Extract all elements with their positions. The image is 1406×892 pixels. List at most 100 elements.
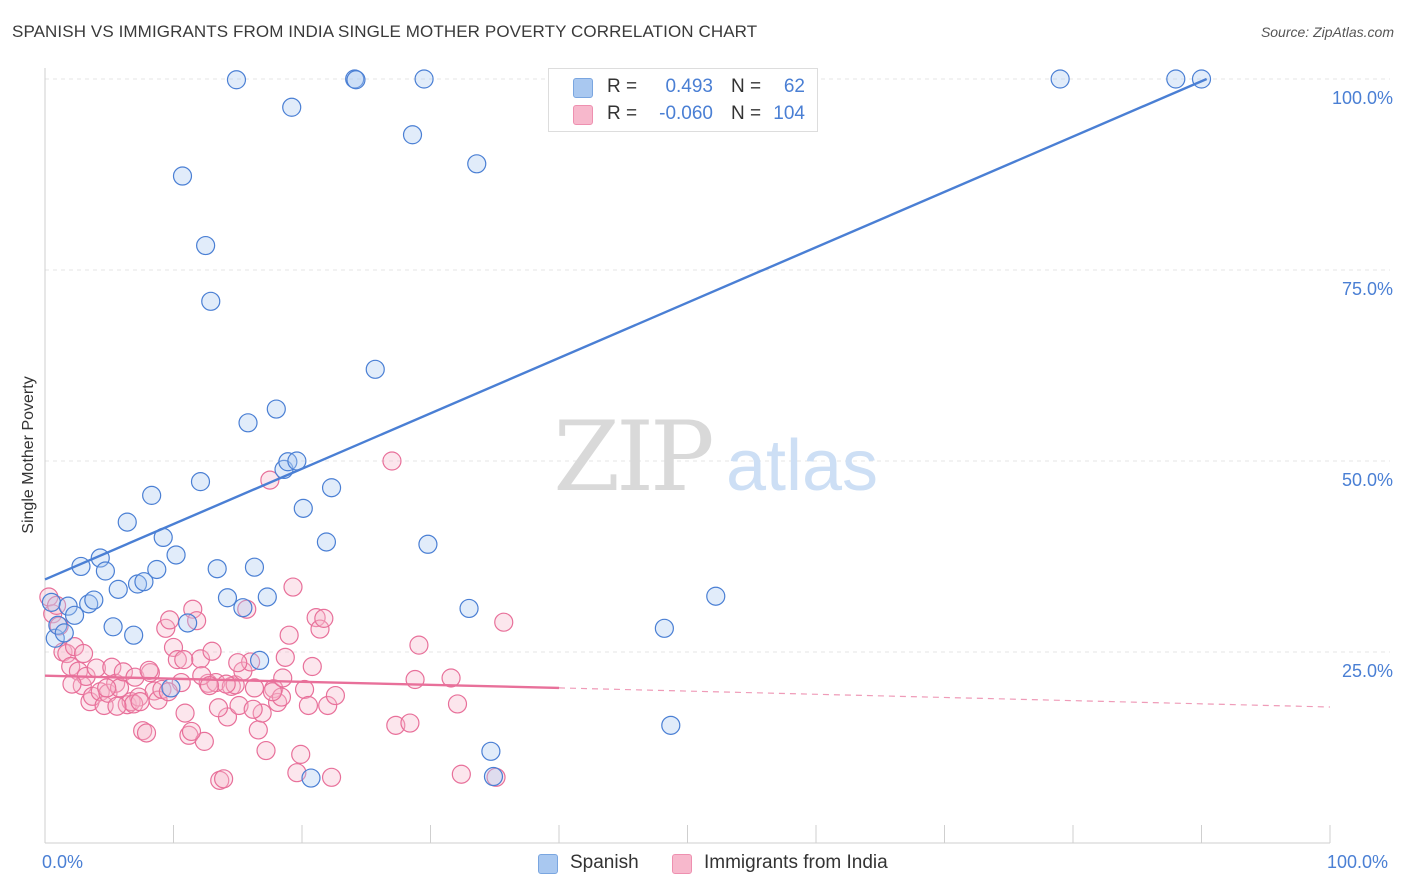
legend-r-label: R = — [607, 76, 638, 97]
y-axis-label: Single Mother Poverty — [20, 376, 37, 534]
india-point — [318, 695, 338, 716]
india-point — [256, 740, 276, 761]
india-point — [302, 656, 322, 677]
spanish-point — [95, 561, 115, 581]
source-label: Source: ZipAtlas.com — [1260, 24, 1394, 40]
grid-lines — [45, 78, 1390, 653]
spanish-point — [1050, 69, 1070, 89]
correlation-legend: R = 0.493 N = 62 R = -0.060 N = 104 — [548, 68, 818, 132]
spanish-point — [483, 766, 504, 787]
x-tick-min: 0.0% — [42, 852, 84, 872]
spanish-point — [654, 618, 674, 638]
india-point — [107, 696, 127, 716]
india-point — [62, 674, 82, 694]
india-points — [39, 451, 514, 790]
spanish-point — [414, 69, 434, 89]
india-point — [139, 660, 159, 680]
legend-n-label: N = — [731, 76, 762, 97]
india-point — [409, 635, 429, 655]
spanish-point — [41, 592, 62, 612]
chart-title: SPANISH VS IMMIGRANTS FROM INDIA SINGLE … — [12, 22, 758, 41]
india-point — [229, 695, 249, 716]
spanish-point — [257, 587, 277, 607]
india-point — [382, 451, 402, 471]
india-point — [400, 713, 420, 733]
spanish-point — [266, 399, 286, 419]
legend-r-value: -0.060 — [659, 103, 713, 124]
india-point — [194, 731, 214, 751]
spanish-point — [190, 472, 211, 492]
india-point — [73, 643, 94, 664]
india-trend-line — [44, 674, 560, 690]
india-point — [228, 653, 248, 673]
india-point — [174, 650, 194, 670]
spanish-point — [166, 545, 186, 565]
spanish-point — [233, 598, 253, 618]
spanish-point — [418, 534, 438, 554]
india-point — [208, 698, 229, 718]
spanish-point — [706, 586, 726, 606]
spanish-point — [207, 559, 227, 579]
india-point — [298, 695, 319, 716]
india-point — [167, 650, 187, 670]
spanish-point — [142, 485, 162, 505]
spanish-point — [661, 715, 681, 735]
spanish-point — [481, 741, 501, 761]
spanish-point — [1191, 69, 1212, 89]
india-point — [294, 679, 315, 700]
legend-r-label: R = — [607, 103, 638, 124]
india-point — [262, 682, 283, 702]
spanish-point — [249, 650, 270, 671]
spanish-point — [1166, 69, 1186, 89]
series-swatch-spanish — [538, 854, 558, 874]
india-point — [97, 678, 117, 698]
india-point — [273, 668, 293, 688]
india-point — [248, 720, 268, 740]
legend-n-value: 62 — [783, 76, 805, 97]
spanish-point — [108, 579, 128, 599]
legend-swatch-spanish — [573, 78, 593, 98]
india-point — [275, 647, 295, 667]
india-point — [310, 619, 330, 639]
spanish-point — [134, 572, 154, 592]
y-tick-label: 50.0% — [1342, 470, 1393, 490]
spanish-point — [196, 235, 216, 256]
legend-swatch-india — [573, 105, 593, 125]
india-point — [283, 577, 303, 597]
spanish-point — [345, 69, 365, 89]
series-swatch-india — [672, 854, 692, 874]
spanish-point — [117, 512, 137, 532]
watermark-zip: ZIP — [553, 401, 712, 513]
legend-n-label: N = — [731, 103, 762, 124]
india-point — [287, 763, 307, 783]
india-point — [447, 694, 468, 714]
spanish-point — [161, 678, 181, 698]
watermark-atlas: atlas — [726, 426, 878, 506]
spanish-point — [226, 70, 247, 90]
y-tick-label: 75.0% — [1342, 279, 1393, 299]
india-point — [306, 608, 326, 628]
watermark: ZIP atlas — [553, 401, 878, 513]
spanish-point — [282, 97, 302, 117]
spanish-point — [48, 615, 68, 635]
india-point — [279, 625, 299, 645]
legend-row-spanish: R = 0.493 N = 62 — [549, 74, 817, 100]
spanish-point — [172, 166, 193, 186]
trend-lines — [44, 77, 1331, 708]
india-point — [202, 641, 222, 661]
spanish-points — [41, 69, 1212, 788]
spanish-point — [402, 125, 423, 145]
spanish-point — [467, 154, 487, 174]
india-point — [291, 744, 311, 764]
india-point — [244, 678, 265, 698]
spanish-point — [321, 478, 342, 498]
spanish-point — [301, 768, 321, 788]
spanish-point — [124, 625, 144, 645]
spanish-point — [316, 532, 337, 552]
spanish-point — [365, 359, 385, 379]
india-point — [163, 637, 184, 658]
india-point — [267, 692, 288, 713]
india-point — [175, 703, 195, 723]
india-point — [130, 692, 150, 712]
